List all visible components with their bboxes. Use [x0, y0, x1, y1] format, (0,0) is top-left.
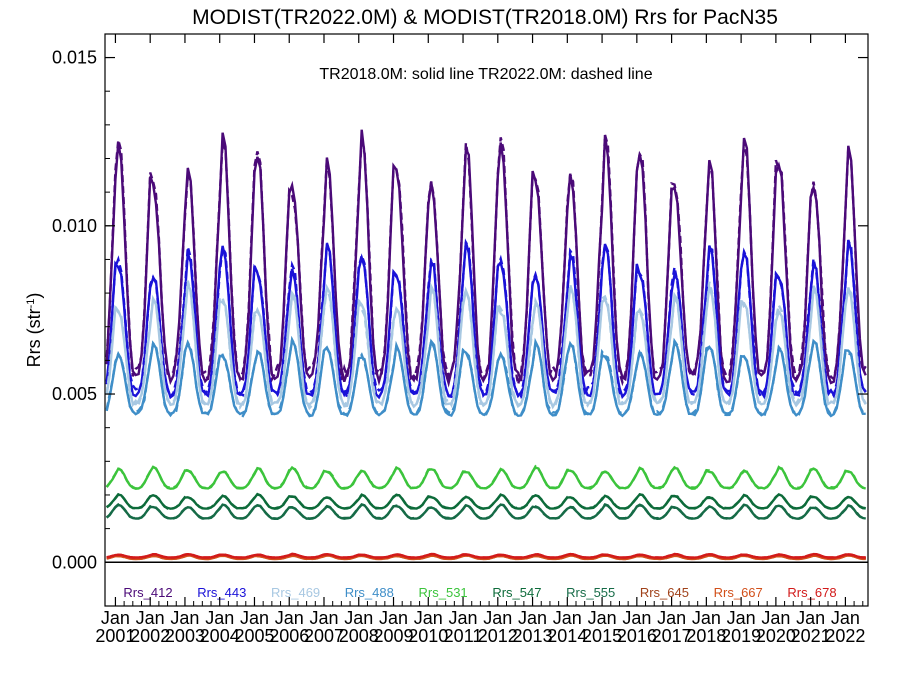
- series-line-rrs-412-dashed: [105, 134, 867, 387]
- x-tick-month-label: Jan: [449, 608, 478, 628]
- x-tick-month-label: Jan: [205, 608, 234, 628]
- legend-entry-rrs-412: Rrs_412: [123, 585, 172, 600]
- x-tick-month-label: Jan: [344, 608, 373, 628]
- x-tick-year-label: 2017: [652, 626, 692, 646]
- x-tick-month-label: Jan: [379, 608, 408, 628]
- x-tick-year-label: 2006: [269, 626, 309, 646]
- y-tick-label: 0.010: [52, 216, 97, 236]
- x-tick-month-label: Jan: [553, 608, 582, 628]
- x-tick-year-label: 2021: [791, 626, 831, 646]
- x-tick-year-label: 2010: [408, 626, 448, 646]
- x-tick-year-label: 2020: [756, 626, 796, 646]
- series-line-rrs-531-solid: [105, 465, 866, 490]
- y-axis-label: Rrs (str-1): [24, 293, 44, 368]
- x-tick-year-label: 2007: [304, 626, 344, 646]
- y-axis-label-exponent: -1: [25, 299, 37, 309]
- plot-area: [104, 33, 869, 607]
- x-tick-month-label: Jan: [483, 608, 512, 628]
- x-tick-month-label: Jan: [518, 608, 547, 628]
- x-tick-year-label: 2009: [373, 626, 413, 646]
- legend-entry-rrs-678: Rrs_678: [787, 585, 836, 600]
- x-tick-year-label: 2008: [339, 626, 379, 646]
- series-line-rrs-443-dashed: [105, 238, 867, 403]
- y-tick-label: 0.005: [52, 384, 97, 404]
- x-tick-month-label: Jan: [275, 608, 304, 628]
- legend-entry-rrs-443: Rrs_443: [197, 585, 246, 600]
- x-tick-year-label: 2004: [200, 626, 240, 646]
- legend-entry-rrs-488: Rrs_488: [345, 585, 394, 600]
- legend-entry-rrs-645: Rrs_645: [640, 585, 689, 600]
- x-tick-month-label: Jan: [831, 608, 860, 628]
- x-tick-year-label: 2002: [130, 626, 170, 646]
- series-line-rrs-555-dashed: [105, 502, 866, 521]
- y-axis-label-close: ): [24, 293, 44, 299]
- x-tick-year-label: 2015: [582, 626, 622, 646]
- x-tick-month-label: Jan: [727, 608, 756, 628]
- x-tick-month-label: Jan: [761, 608, 790, 628]
- y-axis-label-text: Rrs (str: [24, 308, 44, 367]
- x-tick-month-label: Jan: [309, 608, 338, 628]
- y-axis-ticks: 0.000 0.005 0.010 0.015: [52, 48, 868, 572]
- series-line-rrs-531-dashed: [105, 464, 866, 491]
- x-tick-year-label: 2011: [444, 626, 483, 646]
- x-tick-month-label: Jan: [692, 608, 721, 628]
- series-line-rrs-469-dashed: [105, 280, 867, 411]
- legend: Rrs_412 Rrs_443 Rrs_469 Rrs_488 Rrs_531 Rrs_5…: [123, 585, 836, 600]
- x-tick-month-label: Jan: [240, 608, 269, 628]
- x-tick-year-label: 2018: [686, 626, 726, 646]
- x-tick-month-label: Jan: [101, 608, 130, 628]
- x-tick-year-label: 2001: [95, 626, 135, 646]
- series-line-rrs-488-dashed: [105, 335, 867, 419]
- x-tick-month-label: Jan: [796, 608, 825, 628]
- series-line-rrs-678-dashed: [106, 552, 866, 559]
- x-tick-year-label: 2019: [721, 626, 761, 646]
- x-tick-year-label: 2005: [234, 626, 274, 646]
- legend-entry-rrs-469: Rrs_469: [271, 585, 320, 600]
- x-tick-year-label: 2013: [513, 626, 553, 646]
- x-tick-month-label: Jan: [657, 608, 686, 628]
- legend-entry-rrs-555: Rrs_555: [566, 585, 615, 600]
- y-tick-label: 0.015: [52, 48, 97, 68]
- x-tick-month-label: Jan: [414, 608, 443, 628]
- series-line-rrs-547-dashed: [106, 492, 866, 510]
- legend-entry-rrs-531: Rrs_531: [419, 585, 468, 600]
- x-tick-month-label: Jan: [170, 608, 199, 628]
- x-tick-month-label: Jan: [588, 608, 617, 628]
- x-tick-year-label: 2016: [617, 626, 657, 646]
- line-style-annotation: TR2018.0M: solid line TR2022.0M: dashed …: [319, 66, 652, 83]
- x-tick-year-label: 2014: [547, 626, 587, 646]
- chart-title: MODIST(TR2022.0M) & MODIST(TR2018.0M) Rr…: [192, 6, 778, 29]
- x-tick-year-label: 2012: [478, 626, 518, 646]
- legend-entry-rrs-547: Rrs_547: [492, 585, 541, 600]
- plot-frame: [104, 33, 869, 607]
- legend-entry-rrs-667: Rrs_667: [714, 585, 763, 600]
- x-tick-month-label: Jan: [136, 608, 165, 628]
- x-axis-ticks: Jan2001Jan2002Jan2003Jan2004Jan2005Jan20…: [95, 34, 865, 646]
- y-tick-label: 0.000: [52, 552, 97, 572]
- x-tick-year-label: 2003: [165, 626, 205, 646]
- x-tick-year-label: 2022: [825, 626, 865, 646]
- x-tick-month-label: Jan: [622, 608, 651, 628]
